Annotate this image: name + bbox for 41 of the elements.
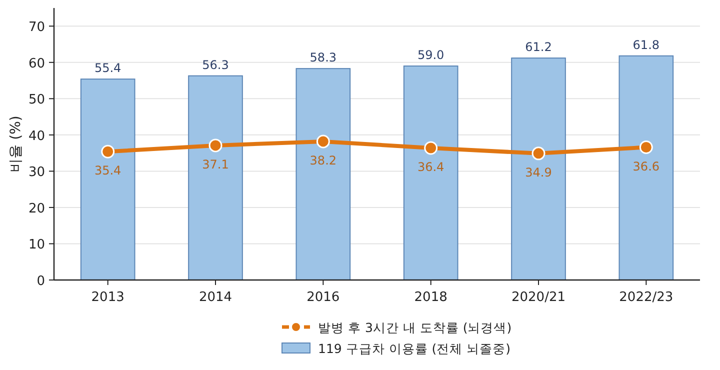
y-tick-label: 10	[28, 238, 45, 253]
bar	[403, 66, 458, 280]
legend-label: 발병 후 3시간 내 도착률 (뇌경색)	[318, 320, 512, 335]
data-label: 34.9	[525, 165, 552, 180]
data-label: 37.1	[202, 157, 229, 172]
y-tick-label: 20	[28, 201, 45, 216]
data-label: 61.2	[525, 40, 552, 54]
x-tick-label: 2016	[306, 290, 340, 305]
data-label: 36.4	[417, 160, 444, 174]
point	[208, 138, 222, 152]
data-label: 38.2	[310, 153, 337, 168]
y-tick-label: 50	[28, 92, 45, 108]
point	[532, 146, 546, 160]
data-label: 36.6	[632, 159, 660, 174]
bar	[188, 75, 243, 280]
bar	[511, 58, 566, 280]
point	[316, 134, 330, 148]
x-tick-label: 2022/23	[619, 290, 674, 305]
data-label: 61.8	[632, 38, 660, 52]
bar	[296, 68, 351, 280]
x-tick-label: 2014	[198, 290, 232, 305]
y-tick-label: 70	[28, 20, 45, 36]
y-tick-label: 0	[36, 274, 45, 289]
x-tick-label: 2013	[91, 290, 124, 305]
x-tick-label: 2020/21	[511, 290, 566, 305]
data-label: 59.0	[417, 48, 444, 62]
data-label: 58.3	[310, 50, 337, 65]
data-label: 35.4	[94, 164, 122, 178]
data-label: 56.3	[202, 58, 229, 72]
data-label: 55.4	[94, 61, 122, 76]
bar	[618, 55, 674, 280]
y-tick-label: 40	[28, 128, 45, 144]
point	[639, 140, 653, 154]
point	[424, 141, 438, 155]
point	[101, 144, 115, 158]
y-tick-label: 30	[28, 165, 45, 180]
x-tick-label: 2018	[414, 290, 448, 305]
y-tick-label: 60	[28, 56, 45, 72]
bar	[80, 78, 136, 280]
y-axis-title: 비율 (%)	[8, 116, 24, 172]
legend-label: 119 구급차 이용률 (전체 뇌졸중)	[318, 341, 511, 356]
